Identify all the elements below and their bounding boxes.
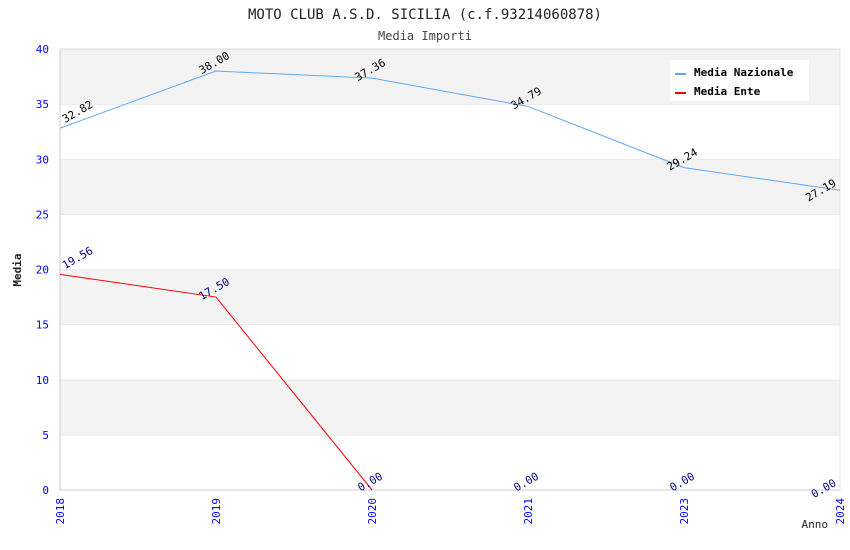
x-axis-label: Anno — [802, 518, 829, 531]
grid-band — [60, 324, 840, 380]
x-tick-label: 2023 — [678, 498, 691, 525]
x-tick-label: 2019 — [210, 498, 223, 525]
y-tick-label: 0 — [42, 484, 49, 497]
legend-swatch — [675, 92, 686, 94]
legend-label: Media Ente — [694, 85, 761, 98]
grid-band — [60, 159, 840, 215]
chart-subtitle: Media Importi — [378, 29, 472, 43]
y-tick-label: 30 — [36, 153, 49, 166]
x-tick-label: 2024 — [834, 498, 847, 525]
grid-band — [60, 269, 840, 325]
y-axis-label: Media — [11, 253, 24, 286]
legend-box — [670, 60, 809, 101]
legend-swatch — [675, 73, 686, 75]
y-tick-label: 40 — [36, 43, 49, 56]
y-tick-label: 5 — [42, 429, 49, 442]
grid-band — [60, 214, 840, 270]
x-tick-label: 2018 — [54, 498, 67, 525]
series-line — [59, 70, 841, 191]
y-tick-label: 15 — [36, 319, 49, 332]
grid-band — [60, 379, 840, 435]
y-tick-label: 10 — [36, 374, 49, 387]
legend-label: Media Nazionale — [694, 66, 794, 79]
y-tick-label: 25 — [36, 208, 49, 221]
y-tick-label: 35 — [36, 98, 49, 111]
chart-title: MOTO CLUB A.S.D. SICILIA (c.f.9321406087… — [248, 7, 602, 23]
grid-band — [60, 104, 840, 160]
grid-band — [60, 434, 840, 490]
x-tick-label: 2021 — [522, 498, 535, 525]
x-tick-label: 2020 — [366, 498, 379, 525]
series-line — [59, 273, 373, 491]
y-tick-label: 20 — [36, 264, 49, 277]
